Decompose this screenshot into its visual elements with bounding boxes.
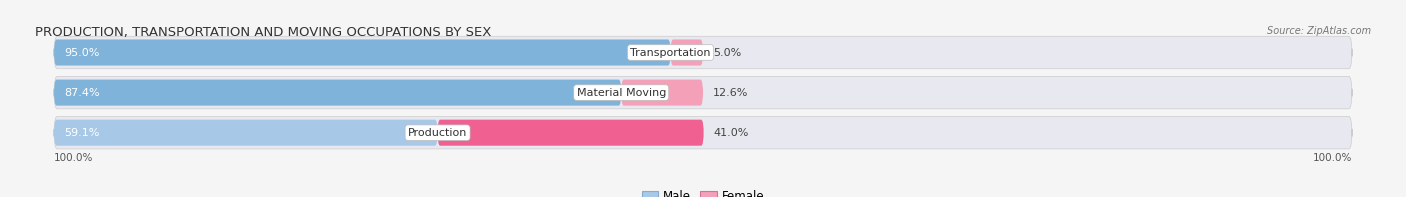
Text: 87.4%: 87.4%	[63, 88, 100, 98]
Text: 5.0%: 5.0%	[713, 47, 741, 58]
Text: 59.1%: 59.1%	[63, 128, 100, 138]
Text: 100.0%: 100.0%	[53, 152, 93, 163]
Text: Material Moving: Material Moving	[576, 88, 666, 98]
FancyBboxPatch shape	[53, 116, 1353, 149]
Text: Transportation: Transportation	[630, 47, 711, 58]
Text: 95.0%: 95.0%	[63, 47, 100, 58]
Text: 100.0%: 100.0%	[1313, 152, 1353, 163]
FancyBboxPatch shape	[53, 80, 621, 106]
FancyBboxPatch shape	[671, 39, 703, 66]
FancyBboxPatch shape	[437, 120, 704, 146]
Text: 41.0%: 41.0%	[713, 128, 749, 138]
Text: 12.6%: 12.6%	[713, 88, 748, 98]
Text: Source: ZipAtlas.com: Source: ZipAtlas.com	[1267, 26, 1371, 36]
FancyBboxPatch shape	[53, 39, 671, 66]
Legend: Male, Female: Male, Female	[637, 186, 769, 197]
FancyBboxPatch shape	[621, 80, 703, 106]
FancyBboxPatch shape	[53, 36, 1353, 69]
Text: PRODUCTION, TRANSPORTATION AND MOVING OCCUPATIONS BY SEX: PRODUCTION, TRANSPORTATION AND MOVING OC…	[35, 26, 491, 39]
FancyBboxPatch shape	[53, 120, 437, 146]
Text: Production: Production	[408, 128, 467, 138]
FancyBboxPatch shape	[53, 76, 1353, 109]
